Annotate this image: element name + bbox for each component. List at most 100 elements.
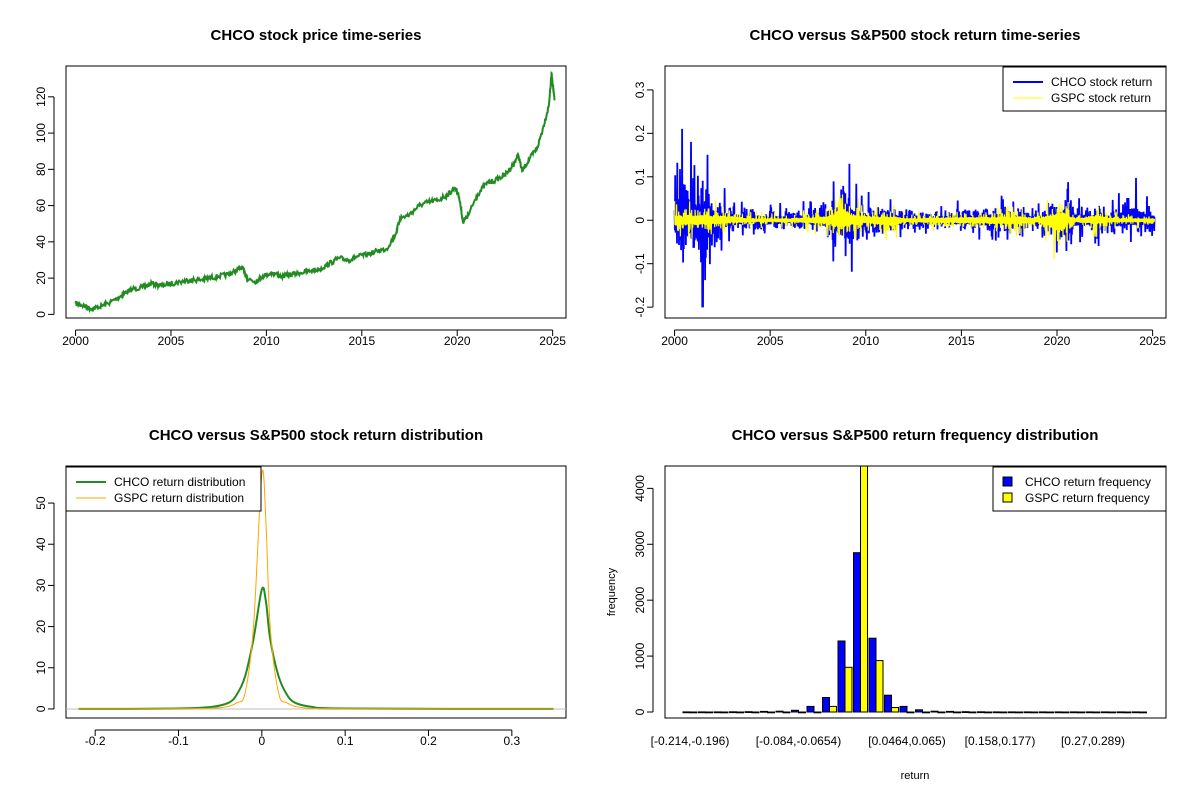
chco-frequency-bar: [853, 552, 861, 713]
chco-frequency-bar: [868, 637, 877, 713]
chart-title: CHCO versus S&P500 stock return time-ser…: [750, 27, 1081, 44]
legend-box: [992, 466, 1167, 512]
gspc-frequency-bar: [1015, 711, 1023, 714]
chco-frequency-bar: [961, 711, 970, 714]
return-frequency-chart: CHCO versus S&P500 return frequency dist…: [606, 427, 1167, 782]
chco-frequency-bar: [837, 640, 846, 713]
x-category-label: [-0.214,-0.196): [651, 734, 730, 748]
chco-frequency-bar: [1023, 711, 1032, 714]
gspc-frequency-bar: [1046, 711, 1054, 714]
chco-frequency-bar: [1039, 711, 1047, 714]
chco-frequency-bar: [1101, 711, 1109, 714]
y-tick-label: 20: [34, 271, 48, 285]
x-tick-label: 0.3: [503, 734, 520, 748]
x-tick-label: 0.1: [337, 734, 354, 748]
x-tick-label: 2020: [444, 334, 471, 348]
y-tick-label: 20: [34, 620, 48, 634]
chco-frequency-bar: [682, 711, 691, 714]
y-tick-label: 80: [34, 162, 48, 176]
x-tick-label: -0.1: [168, 734, 189, 748]
y-tick-label: 2000: [633, 587, 647, 614]
x-tick-label: 2000: [661, 334, 688, 348]
plot-frame: [65, 65, 567, 319]
x-tick-label: 2025: [1139, 334, 1166, 348]
plot-frame: [664, 65, 1167, 319]
x-tick-label: 2005: [757, 334, 784, 348]
y-tick-label: 0.3: [633, 81, 647, 98]
y-tick-label: -0.2: [633, 296, 647, 317]
legend-box: [65, 466, 262, 512]
x-category-label: [0.27,0.289): [1061, 734, 1125, 748]
gspc-frequency-bar: [937, 711, 946, 714]
return-density-chart: CHCO versus S&P500 stock return distribu…: [34, 427, 567, 748]
gspc-frequency-bar: [1108, 711, 1116, 714]
y-tick-label: 0: [34, 311, 48, 318]
x-tick-label: -0.2: [85, 734, 106, 748]
x-tick-label: 2025: [539, 334, 566, 348]
chco-frequency-bar: [791, 709, 799, 713]
y-tick-label: 3000: [633, 531, 647, 558]
chco-frequency-bar: [1132, 711, 1140, 714]
y-tick-label: 1000: [633, 642, 647, 669]
gspc-frequency-bar: [1139, 711, 1147, 714]
plot-frame: [65, 465, 567, 719]
bars-group: [682, 466, 1147, 714]
chart-title: CHCO versus S&P500 return frequency dist…: [732, 427, 1099, 444]
gspc-frequency-bar: [798, 711, 806, 714]
chco-frequency-bar: [1008, 711, 1016, 714]
gspc-frequency-bar: [953, 711, 961, 714]
chco-frequency-bar: [1085, 711, 1094, 714]
return-timeseries-chart: CHCO versus S&P500 stock return time-ser…: [633, 27, 1167, 348]
legend-box: [1002, 66, 1167, 112]
y-tick-label: 40: [34, 235, 48, 249]
gspc-frequency-bar: [720, 711, 729, 714]
gspc-return-series: [674, 194, 1156, 260]
x-tick-label: 0: [258, 734, 265, 748]
legend-label: GSPC return distribution: [114, 491, 244, 505]
y-tick-label: 10: [34, 661, 48, 675]
gspc-frequency-bar: [922, 711, 930, 714]
y-tick-label: 120: [34, 86, 48, 106]
gspc-frequency-bar: [1061, 711, 1070, 714]
x-tick-label: 2010: [852, 334, 879, 348]
gspc-frequency-bar: [1077, 711, 1085, 714]
y-tick-label: -0.1: [633, 253, 647, 274]
chco-frequency-bar: [744, 711, 753, 714]
y-tick-label: 0.2: [633, 125, 647, 142]
y-tick-label: 4000: [633, 475, 647, 502]
x-category-label: [-0.084,-0.0654): [756, 734, 841, 748]
chco-frequency-bar: [698, 711, 706, 714]
chco-frequency-bar: [992, 711, 1001, 714]
gspc-frequency-bar: [1092, 711, 1101, 714]
y-tick-label: 60: [34, 199, 48, 213]
gspc-frequency-bar: [767, 711, 775, 714]
gspc-frequency-bar: [984, 711, 992, 714]
x-tick-label: 2020: [1044, 334, 1071, 348]
legend-label: CHCO return distribution: [114, 475, 245, 489]
chco-frequency-bar: [946, 710, 954, 713]
x-tick-label: 2010: [253, 334, 280, 348]
legend-label: GSPC stock return: [1051, 91, 1151, 105]
chco-frequency-bar: [822, 697, 830, 713]
legend-label: CHCO stock return: [1051, 75, 1152, 89]
y-tick-label: 40: [34, 537, 48, 551]
gspc-frequency-bar: [844, 666, 853, 713]
gspc-frequency-bar: [736, 711, 744, 714]
chco-frequency-bar: [775, 710, 784, 713]
plot-frame: [664, 465, 1167, 719]
y-tick-label: 100: [34, 123, 48, 143]
gspc-density-curve: [78, 469, 554, 710]
legend-label: GSPC return frequency: [1025, 491, 1150, 505]
x-tick-label: 0.2: [420, 734, 437, 748]
gspc-frequency-bar: [968, 711, 977, 714]
gspc-frequency-bar: [813, 711, 822, 714]
chco-frequency-bar: [884, 694, 892, 713]
chart-title: CHCO stock price time-series: [211, 27, 422, 44]
x-category-label: [0.158,0.177): [965, 734, 1036, 748]
gspc-frequency-bar: [906, 711, 915, 714]
gspc-frequency-bar: [875, 660, 884, 713]
chco-density-curve: [78, 586, 554, 710]
y-tick-label: 50: [34, 496, 48, 510]
